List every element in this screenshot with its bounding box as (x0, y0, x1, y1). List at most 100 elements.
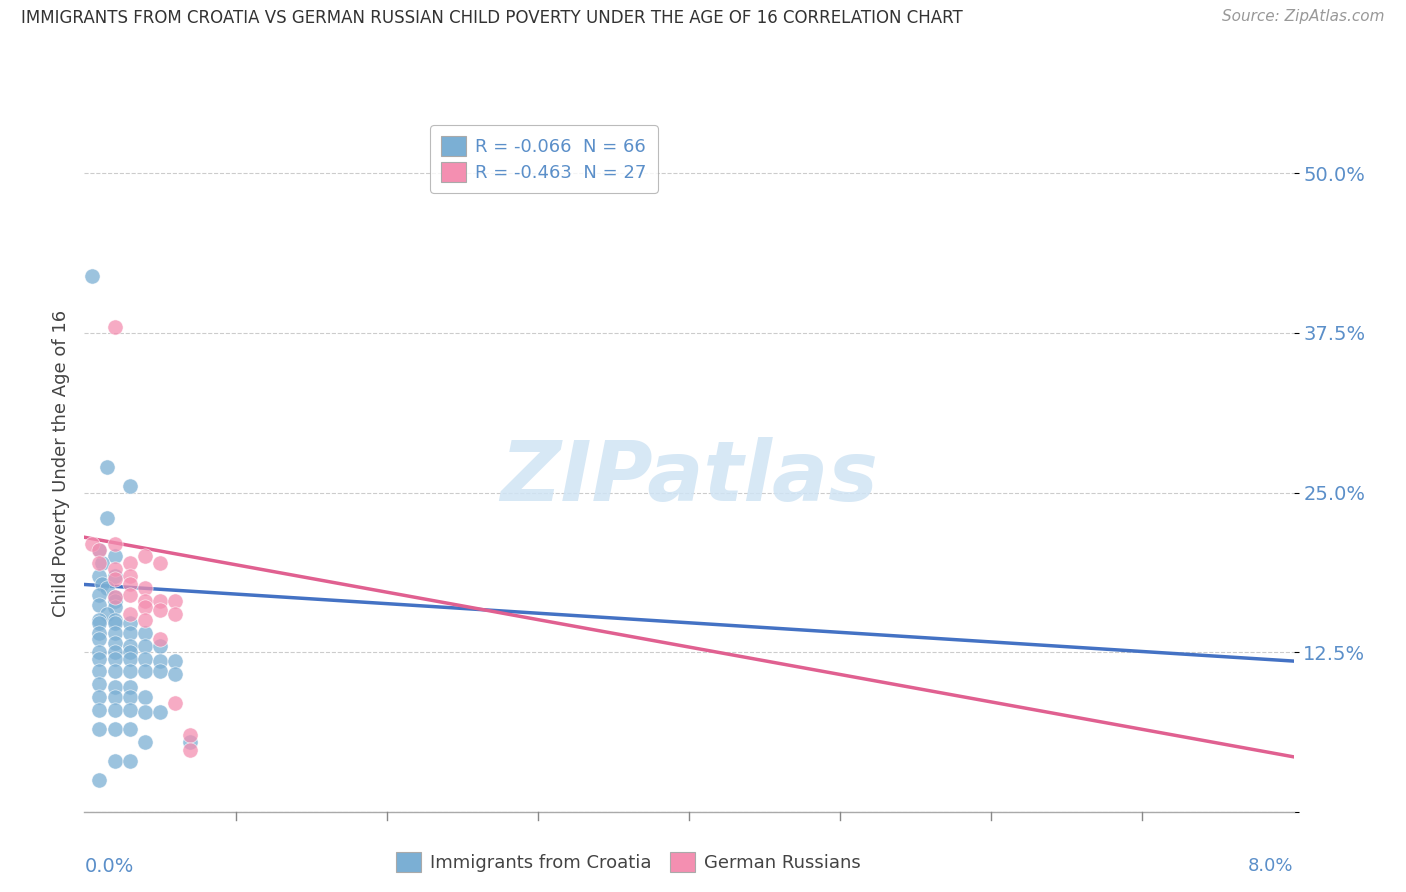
Y-axis label: Child Poverty Under the Age of 16: Child Poverty Under the Age of 16 (52, 310, 70, 617)
Point (165, 666, 187, 681)
Point (89, 613, 111, 627)
Point (104, 613, 127, 627)
Point (104, 665, 127, 679)
Point (80, 268, 103, 283)
Point (89, 543, 111, 558)
Point (104, 690, 127, 704)
Point (89, 615, 111, 630)
Point (104, 549, 127, 564)
Point (118, 651, 141, 665)
Point (96, 460, 118, 475)
Point (104, 703, 127, 717)
Point (118, 588, 141, 602)
Point (104, 594, 127, 608)
Point (89, 703, 111, 717)
Point (96, 511, 118, 525)
Point (104, 591, 127, 605)
Point (118, 626, 141, 640)
Point (134, 651, 156, 665)
Point (118, 577, 141, 591)
Point (149, 594, 172, 608)
Point (179, 743, 201, 757)
Point (118, 479, 141, 493)
Point (118, 680, 141, 694)
Point (118, 568, 141, 582)
Point (104, 536, 127, 550)
Point (134, 626, 156, 640)
Point (149, 639, 172, 653)
Point (80, 536, 103, 550)
Point (104, 615, 127, 630)
Point (118, 690, 141, 704)
Point (134, 734, 156, 748)
Point (89, 677, 111, 691)
Point (149, 603, 172, 617)
Point (89, 626, 111, 640)
Point (134, 600, 156, 615)
Point (165, 696, 187, 710)
Point (134, 665, 156, 679)
Point (165, 594, 187, 608)
Point (134, 549, 156, 564)
Point (118, 639, 141, 653)
Point (104, 319, 127, 334)
Point (104, 573, 127, 587)
Point (149, 705, 172, 719)
Point (104, 680, 127, 694)
Point (118, 722, 141, 736)
Point (134, 582, 156, 596)
Point (104, 600, 127, 615)
Point (89, 690, 111, 704)
Point (89, 722, 111, 736)
Point (149, 556, 172, 570)
Point (118, 615, 141, 630)
Point (179, 734, 201, 748)
Text: 8.0%: 8.0% (1249, 857, 1294, 875)
Point (89, 772, 111, 787)
Point (118, 754, 141, 768)
Point (118, 703, 141, 717)
Point (104, 645, 127, 659)
Point (89, 543, 111, 558)
Point (165, 607, 187, 621)
Point (96, 607, 118, 621)
Point (134, 705, 156, 719)
Point (149, 632, 172, 647)
Point (149, 654, 172, 668)
Point (104, 562, 127, 576)
Point (118, 556, 141, 570)
Point (149, 665, 172, 679)
Point (89, 645, 111, 659)
Point (165, 654, 187, 668)
Point (91, 577, 114, 591)
Legend: Immigrants from Croatia, German Russians: Immigrants from Croatia, German Russians (389, 845, 868, 880)
Point (104, 651, 127, 665)
Point (89, 588, 111, 602)
Point (89, 598, 111, 612)
Point (118, 665, 141, 679)
Point (89, 632, 111, 647)
Point (89, 651, 111, 665)
Point (104, 754, 127, 768)
Text: IMMIGRANTS FROM CROATIA VS GERMAN RUSSIAN CHILD POVERTY UNDER THE AGE OF 16 CORR: IMMIGRANTS FROM CROATIA VS GERMAN RUSSIA… (21, 9, 963, 27)
Point (118, 645, 141, 659)
Point (104, 591, 127, 605)
Point (89, 568, 111, 582)
Point (104, 568, 127, 582)
Point (104, 626, 127, 640)
Point (134, 594, 156, 608)
Point (91, 556, 114, 570)
Point (104, 636, 127, 650)
Point (134, 613, 156, 627)
Point (134, 639, 156, 653)
Text: Source: ZipAtlas.com: Source: ZipAtlas.com (1222, 9, 1385, 24)
Point (104, 722, 127, 736)
Point (89, 665, 111, 679)
Text: 0.0%: 0.0% (84, 857, 134, 876)
Text: ZIPatlas: ZIPatlas (501, 437, 877, 518)
Point (89, 556, 111, 570)
Point (179, 728, 201, 742)
Point (118, 607, 141, 621)
Point (96, 582, 118, 596)
Point (134, 690, 156, 704)
